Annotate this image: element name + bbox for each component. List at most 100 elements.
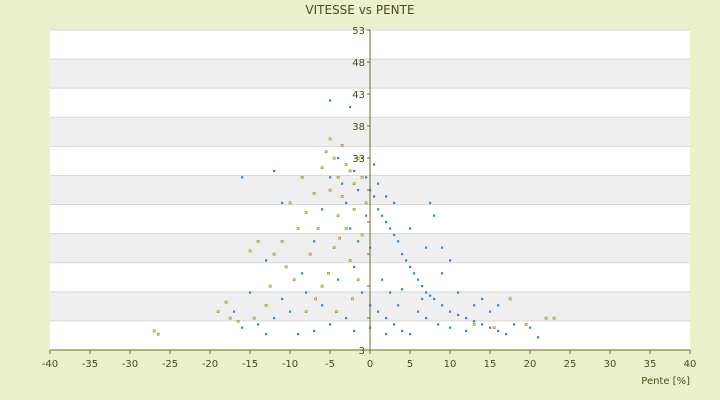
data-point	[473, 320, 476, 323]
data-point	[305, 291, 308, 294]
data-point	[481, 323, 484, 326]
data-point	[329, 176, 332, 179]
data-point	[433, 214, 436, 217]
data-point	[336, 175, 340, 179]
data-point	[409, 265, 412, 268]
x-tick-label: 25	[564, 359, 577, 370]
data-point	[425, 291, 428, 294]
y-tick-label: 48	[352, 58, 365, 69]
data-point	[345, 317, 348, 320]
data-point	[413, 272, 416, 275]
data-point	[524, 323, 528, 326]
x-tick-label: 35	[644, 359, 657, 370]
data-point	[308, 252, 312, 256]
data-point	[429, 294, 432, 297]
data-point	[337, 278, 340, 281]
data-point	[437, 323, 440, 326]
data-point	[292, 278, 296, 282]
data-point	[280, 239, 284, 243]
data-point	[405, 259, 408, 262]
data-point	[304, 310, 308, 314]
data-point	[265, 333, 268, 336]
data-point	[401, 288, 404, 291]
data-point	[365, 214, 368, 217]
data-point	[335, 310, 338, 314]
data-point	[328, 188, 332, 192]
data-point	[360, 175, 364, 179]
data-point	[289, 310, 292, 313]
data-point	[409, 227, 412, 230]
data-point	[385, 221, 388, 224]
data-point	[508, 297, 512, 301]
data-point	[324, 150, 328, 154]
data-point	[329, 323, 332, 326]
data-point	[397, 240, 400, 243]
data-point	[313, 240, 316, 243]
data-point	[377, 310, 380, 313]
data-point	[273, 169, 276, 172]
data-point	[492, 326, 496, 330]
data-point	[373, 195, 376, 198]
data-point	[489, 326, 492, 329]
data-point	[352, 207, 356, 211]
data-point	[156, 332, 160, 336]
data-point	[321, 208, 324, 211]
data-point	[385, 195, 388, 198]
data-point	[332, 246, 336, 250]
data-point	[348, 259, 352, 262]
data-point	[264, 304, 268, 307]
data-point	[449, 310, 452, 313]
data-point	[281, 297, 284, 300]
data-point	[329, 99, 332, 102]
data-point	[381, 214, 384, 217]
x-tick-label: -35	[82, 359, 98, 370]
data-point	[353, 265, 356, 268]
data-point	[224, 300, 228, 304]
data-point	[352, 182, 356, 186]
data-point	[337, 157, 340, 160]
data-point	[252, 316, 256, 320]
y-tick-label: 3	[359, 346, 365, 357]
x-tick-label: -15	[242, 359, 258, 370]
data-point	[465, 329, 468, 332]
y-tick-label: 33	[352, 154, 365, 165]
data-point	[281, 201, 284, 204]
data-point	[489, 310, 492, 313]
data-point	[377, 182, 380, 185]
data-point	[152, 329, 156, 333]
data-point	[385, 333, 388, 336]
data-point	[357, 189, 360, 192]
data-point	[529, 326, 532, 329]
y-tick-label: 38	[352, 122, 365, 133]
data-point	[481, 297, 484, 300]
data-point	[288, 201, 292, 205]
data-point	[313, 329, 316, 332]
data-point	[409, 333, 412, 336]
data-point	[389, 291, 392, 294]
data-point	[544, 316, 548, 320]
data-point	[257, 323, 260, 326]
x-tick-label: -40	[42, 359, 58, 370]
data-point	[248, 249, 252, 253]
x-tick-label: -20	[202, 359, 218, 370]
data-point	[356, 278, 360, 282]
data-point	[393, 233, 396, 236]
data-point	[449, 259, 452, 262]
data-point	[473, 304, 476, 307]
data-point	[497, 304, 500, 307]
data-point	[356, 156, 360, 160]
data-point	[341, 182, 344, 185]
data-point	[314, 297, 318, 301]
data-point	[457, 313, 460, 316]
data-point	[353, 169, 356, 172]
x-tick-label: 40	[684, 359, 697, 370]
y-tick-label: 53	[352, 26, 365, 37]
data-point	[505, 333, 508, 336]
data-point	[385, 317, 388, 320]
data-point	[301, 272, 304, 275]
data-point	[361, 157, 364, 160]
data-point	[321, 304, 324, 307]
data-point	[272, 252, 276, 256]
data-point	[373, 163, 376, 166]
data-point	[353, 329, 356, 332]
